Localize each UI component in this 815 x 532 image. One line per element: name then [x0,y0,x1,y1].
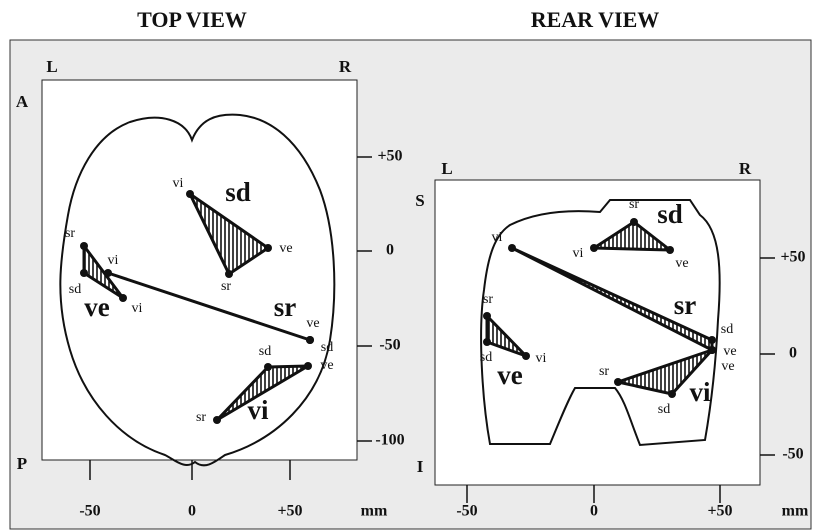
vertex [630,218,638,226]
page: TOP VIEW REAR VIEW L R A P L R S I +50 0 -50 -100 +50 0… [0,0,815,532]
vector-label: ve [84,292,110,322]
orientation-label: L [441,159,452,178]
vector-label: sd [657,199,683,229]
orientation-label: L [46,57,57,76]
vector-label: sd [225,177,251,207]
tick-label: 0 [590,503,598,520]
point-label: sr [196,410,206,425]
point-label: vi [108,253,119,268]
point-label: vi [573,246,584,261]
panel-title: REAR VIEW [531,7,660,32]
point-label: sr [65,226,75,241]
orientation-label: R [739,159,752,178]
vector-label: sr [274,292,297,322]
vector-label: ve [497,360,523,390]
point-label: sr [629,197,639,212]
vertex [590,244,598,252]
point-label: sr [483,292,493,307]
unit-label: mm [782,503,809,520]
vertex [668,390,676,398]
point-label: sd [658,402,670,417]
vertex [666,246,674,254]
point-label: sd [69,282,81,297]
point-label: sr [599,364,609,379]
tick-label: 0 [789,345,797,362]
tick-label: +50 [277,503,302,520]
tick-label: +50 [707,503,732,520]
vertex [264,244,272,252]
tick-label: 0 [188,503,196,520]
point-label: ve [721,359,734,374]
vertex [80,269,88,277]
point-label: ve [279,241,292,256]
vertex [483,338,491,346]
vertex [306,336,314,344]
vertex [304,362,312,370]
point-label: sd [259,344,271,359]
tick-label: -50 [782,446,803,463]
tick-label: 0 [386,242,394,259]
orientation-label: R [339,57,352,76]
tick-label: +50 [377,148,402,165]
vertex [508,244,516,252]
tick-label: -100 [375,432,404,449]
panel-title: TOP VIEW [137,7,247,32]
point-label: ve [723,344,736,359]
point-label: vi [173,176,184,191]
orientation-label: A [16,92,29,111]
vertex [708,346,716,354]
point-label: ve [675,256,688,271]
vertex [522,352,530,360]
vertex [225,270,233,278]
vertex [483,312,491,320]
point-label: vi [132,301,143,316]
tick-label: +50 [780,249,805,266]
vertex [213,416,221,424]
point-label: vi [536,351,547,366]
point-label: ve [306,316,319,331]
point-label: ve [320,358,333,373]
vertex [614,378,622,386]
vertex [104,269,112,277]
vertex [708,336,716,344]
orientation-label: P [17,454,27,473]
unit-label: mm [361,503,388,520]
vector-label: vi [689,377,711,407]
tick-label: -50 [79,503,100,520]
rear-panel [435,180,760,485]
orientation-label: S [415,191,424,210]
point-label: vi [492,230,503,245]
point-label: sd [321,340,333,355]
tick-label: -50 [379,337,400,354]
figure: TOP VIEW REAR VIEW L R A P L R S I +50 0 -50 -100 +50 0… [0,0,815,532]
point-label: sr [221,279,231,294]
vector-label: sr [674,290,697,320]
vector-label: vi [247,395,269,425]
point-label: sd [480,350,492,365]
vertex [119,294,127,302]
vertex [80,242,88,250]
vertex [186,190,194,198]
vertex [264,363,272,371]
point-label: sd [721,322,733,337]
tick-label: -50 [456,503,477,520]
orientation-label: I [417,457,424,476]
